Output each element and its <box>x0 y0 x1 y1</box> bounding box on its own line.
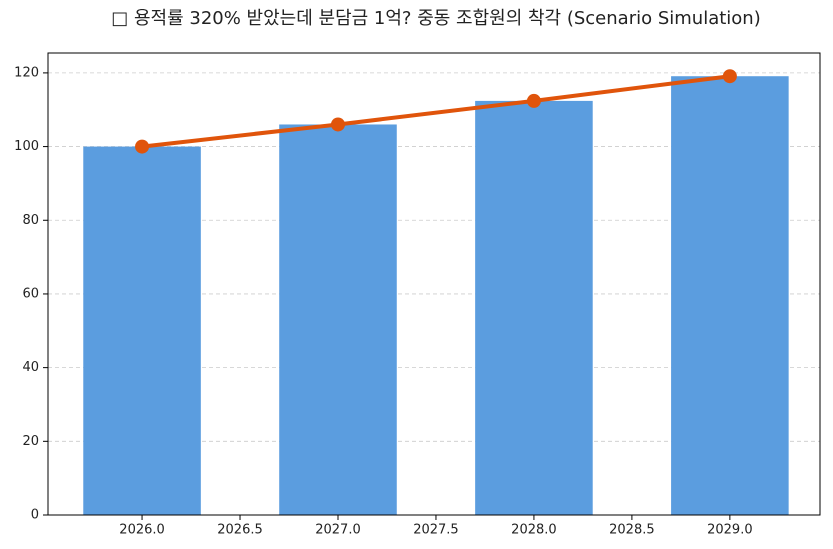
x-tick-label: 2026.5 <box>217 523 263 538</box>
marker <box>526 93 541 108</box>
x-tick-label: 2026.0 <box>119 523 165 538</box>
y-tick-label: 20 <box>22 434 39 449</box>
line <box>141 74 731 149</box>
plot-frame <box>47 52 821 516</box>
marker <box>722 69 737 84</box>
chart-title: □ 용적률 320% 받았는데 분담금 1억? 중동 조합원의 착각 (Scen… <box>111 8 761 29</box>
x-tick-label: 2029.0 <box>707 523 753 538</box>
bar <box>83 146 201 515</box>
y-tick-label: 40 <box>22 360 39 375</box>
x-tick-label: 2028.0 <box>511 523 557 538</box>
y-tick-label: 120 <box>14 65 39 80</box>
y-tick-label: 60 <box>22 286 39 301</box>
bar <box>279 124 397 515</box>
bar <box>671 76 789 516</box>
bar <box>475 100 593 515</box>
x-tick-label: 2027.0 <box>315 523 361 538</box>
marker <box>330 117 345 132</box>
x-tick-label: 2028.5 <box>609 523 655 538</box>
y-tick-label: 100 <box>14 139 39 154</box>
marker <box>135 139 150 154</box>
y-tick-label: 0 <box>31 508 39 523</box>
y-tick-label: 80 <box>22 213 39 228</box>
x-tick-label: 2027.5 <box>413 523 459 538</box>
